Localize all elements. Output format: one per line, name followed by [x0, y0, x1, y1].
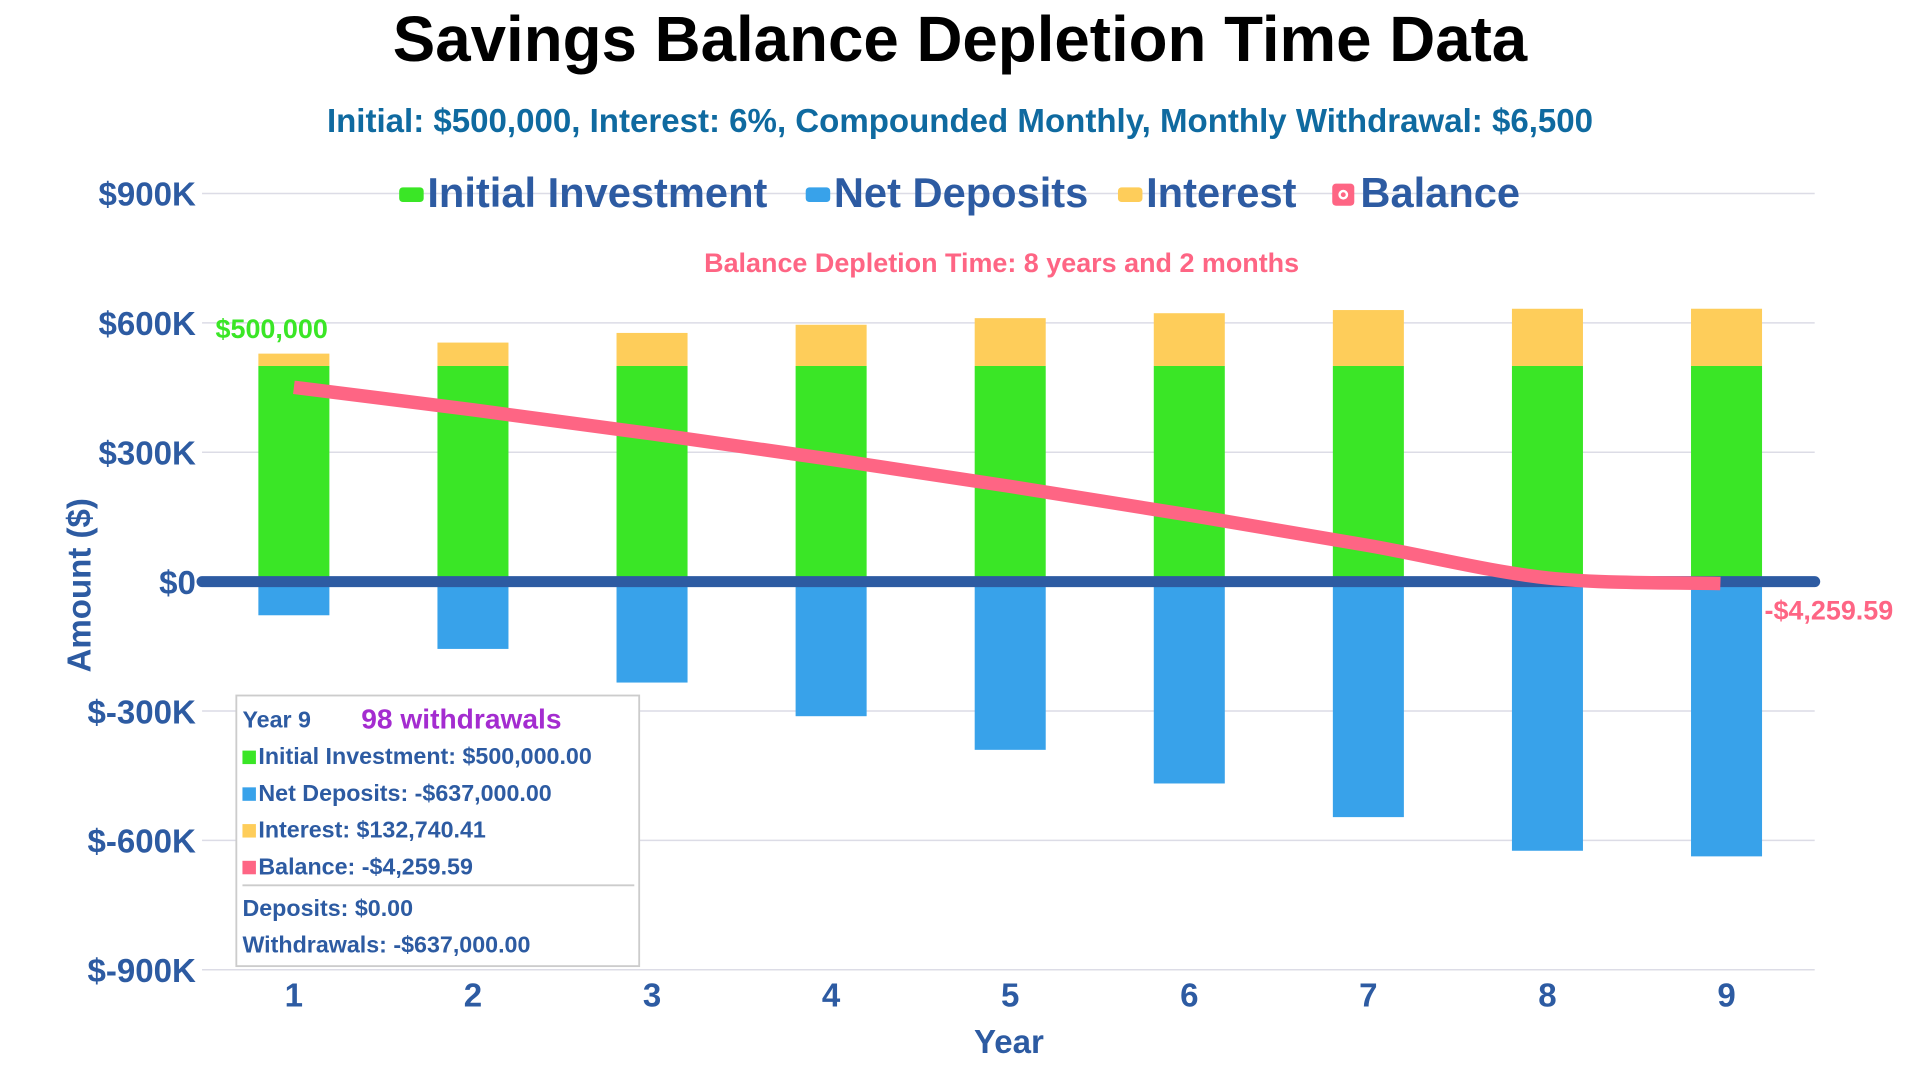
- y-axis: $900K $600K $300K $0 $-300K $-600K $-900K: [88, 177, 197, 990]
- tooltip-swatch: [242, 787, 256, 801]
- legend-swatch: [399, 187, 424, 203]
- tooltip-swatch: [242, 860, 256, 875]
- bar-net-deposits[interactable]: [795, 581, 867, 717]
- x-tick-label: 3: [643, 978, 661, 1015]
- bar-initial-investment[interactable]: [974, 365, 1046, 582]
- bar-interest[interactable]: [795, 324, 867, 366]
- bar-net-deposits[interactable]: [1691, 581, 1763, 857]
- legend-item[interactable]: Initial Investment: [399, 169, 767, 216]
- y-tick-label: $600K: [99, 306, 197, 343]
- x-tick-label: 8: [1538, 978, 1556, 1015]
- y-tick-label: $-300K: [88, 694, 197, 731]
- legend-item[interactable]: Interest: [1117, 169, 1297, 216]
- y-tick-label: $300K: [99, 435, 197, 472]
- x-axis: 1 2 3 4 5 6 7 8 9: [285, 978, 1736, 1015]
- tooltip-swatch: [242, 750, 256, 765]
- legend-label: Balance: [1360, 169, 1520, 216]
- chart-title: Savings Balance Depletion Time Data: [393, 4, 1528, 75]
- y-tick-label: $0: [159, 565, 196, 602]
- y-tick-label: $-900K: [88, 953, 197, 990]
- bar-initial-investment[interactable]: [795, 365, 867, 582]
- bar-initial-investment[interactable]: [437, 365, 509, 582]
- y-tick-label: $900K: [99, 177, 197, 214]
- bar-interest[interactable]: [437, 342, 509, 366]
- bar-net-deposits[interactable]: [1511, 581, 1583, 851]
- legend-swatch: [1117, 187, 1143, 203]
- legend-item[interactable]: Balance: [1332, 169, 1520, 216]
- tooltip-row: Balance: -$4,259.59: [258, 853, 473, 879]
- initial-data-label: $500,000: [216, 314, 328, 344]
- x-tick-label: 2: [464, 978, 482, 1015]
- tooltip-row: Interest: $132,740.41: [258, 817, 486, 843]
- y-tick-label: $-600K: [88, 824, 197, 861]
- bar-initial-investment[interactable]: [1511, 365, 1583, 582]
- x-tick-label: 9: [1717, 978, 1735, 1015]
- balance-line: [293, 380, 1721, 591]
- bar-interest[interactable]: [974, 318, 1046, 366]
- tooltip-title: Year 9: [242, 706, 311, 732]
- final-balance-label: -$4,259.59: [1764, 596, 1893, 626]
- chart-subtitle: Initial: $500,000, Interest: 6%, Compoun…: [327, 103, 1593, 140]
- bar-initial-investment[interactable]: [1153, 365, 1225, 582]
- bar-initial-investment[interactable]: [616, 365, 688, 582]
- depletion-annotation: Balance Depletion Time: 8 years and 2 mo…: [704, 248, 1299, 278]
- bar-interest[interactable]: [258, 353, 330, 366]
- tooltip-row: Net Deposits: -$637,000.00: [258, 780, 551, 806]
- tooltip-withdrawals: Withdrawals: -$637,000.00: [242, 932, 530, 958]
- bar-net-deposits[interactable]: [1153, 581, 1225, 784]
- tooltip-deposits: Deposits: $0.00: [242, 895, 413, 921]
- bar-initial-investment[interactable]: [258, 365, 330, 582]
- legend-swatch: [805, 187, 831, 203]
- bar-interest[interactable]: [1153, 313, 1225, 366]
- x-tick-label: 1: [285, 978, 303, 1015]
- tooltip-row: Initial Investment: $500,000.00: [258, 743, 591, 769]
- x-tick-label: 7: [1359, 978, 1377, 1015]
- bar-interest[interactable]: [1511, 308, 1583, 366]
- legend-item[interactable]: Net Deposits: [805, 169, 1089, 216]
- bar-net-deposits[interactable]: [258, 581, 330, 616]
- x-tick-label: 4: [822, 978, 841, 1015]
- legend-label: Interest: [1146, 169, 1297, 216]
- bar-interest[interactable]: [1332, 310, 1404, 366]
- tooltip-highlight: 98 withdrawals: [361, 704, 561, 735]
- legend-label: Initial Investment: [427, 169, 767, 216]
- tooltip-swatch: [242, 824, 256, 838]
- tooltip: Year 9 98 withdrawals Initial Investment…: [235, 694, 641, 968]
- y-axis-label: Amount ($): [62, 498, 99, 672]
- bar-net-deposits[interactable]: [1332, 581, 1404, 818]
- legend-label: Net Deposits: [834, 169, 1088, 216]
- bar-interest[interactable]: [1691, 308, 1763, 366]
- bar-net-deposits[interactable]: [616, 581, 688, 683]
- bar-net-deposits[interactable]: [437, 581, 509, 649]
- bar-initial-investment[interactable]: [1691, 365, 1763, 582]
- x-axis-label: Year: [974, 1024, 1044, 1061]
- x-tick-label: 5: [1001, 978, 1019, 1015]
- legend: Initial Investment Net Deposits Interest Ba…: [399, 169, 1520, 216]
- bar-net-deposits[interactable]: [974, 581, 1046, 750]
- bar-interest[interactable]: [616, 332, 688, 366]
- x-tick-label: 6: [1180, 978, 1198, 1015]
